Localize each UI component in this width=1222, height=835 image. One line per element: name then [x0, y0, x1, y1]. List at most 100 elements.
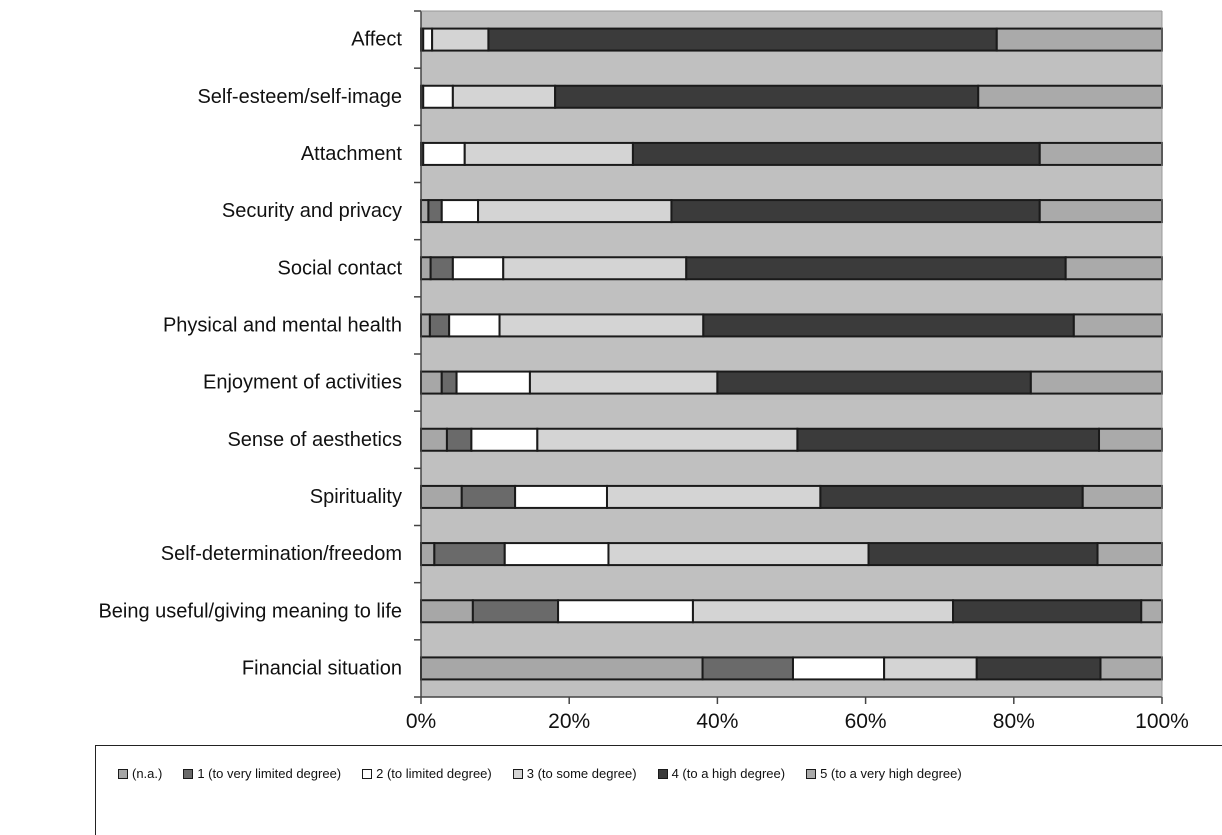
axes	[414, 10, 1163, 704]
plot-area	[421, 11, 1162, 697]
bar-segment	[451, 256, 505, 281]
legend-item: 1 (to very limited degree)	[183, 766, 341, 781]
legend-swatch	[118, 768, 128, 779]
bar-segment	[1072, 313, 1164, 338]
category-label: Social contact	[277, 257, 402, 279]
bar-row	[420, 599, 1163, 624]
bar-row	[420, 256, 1164, 281]
category-labels: Affect Self-esteem/self-image Attachment Se…	[98, 29, 402, 680]
bar-segment	[1064, 256, 1164, 281]
bar-segment	[460, 484, 517, 509]
legend-item: 3 (to some degree)	[512, 766, 637, 781]
legend-label: 2 (to limited degree)	[376, 766, 492, 781]
bar-segment	[528, 370, 719, 395]
category-label: Self-esteem/self-image	[197, 86, 402, 108]
bar-segment	[605, 484, 822, 509]
bar-segment	[975, 656, 1102, 681]
bar-segment	[428, 313, 451, 338]
category-label: Attachment	[301, 143, 403, 165]
bar-segment	[796, 427, 1101, 452]
bar-segment	[791, 656, 886, 681]
bar-segment	[440, 199, 480, 224]
x-tick-label: 60%	[845, 710, 887, 733]
bar-segment	[427, 199, 443, 224]
x-tick-labels: 0% 20% 40% 60% 80% 100%	[406, 710, 1189, 733]
legend-label: 1 (to very limited degree)	[197, 766, 342, 781]
x-tick-label: 0%	[406, 710, 436, 733]
bar-row	[420, 484, 1164, 509]
bar-segment	[477, 199, 673, 224]
bar-segment	[557, 599, 694, 624]
bar-segment	[1081, 484, 1164, 509]
bar-segment	[448, 313, 501, 338]
bar-segment	[536, 427, 799, 452]
x-tick-label: 40%	[696, 710, 738, 733]
legend-item: 2 (to limited degree)	[362, 766, 492, 781]
bar-groups	[420, 27, 1164, 681]
bar-segment	[1098, 427, 1164, 452]
x-tick-label: 80%	[993, 710, 1035, 733]
category-label: Physical and mental health	[163, 314, 402, 336]
bar-segment	[433, 542, 506, 567]
bar-segment	[670, 199, 1041, 224]
category-label: Security and privacy	[222, 200, 402, 222]
legend-swatch	[806, 768, 817, 779]
bar-segment	[463, 141, 634, 166]
legend-item: 4 (to a high degree)	[657, 766, 786, 781]
bar-segment	[451, 84, 557, 109]
bar-segment	[1038, 199, 1163, 224]
bar-row	[420, 656, 1163, 681]
bar-segment	[819, 484, 1084, 509]
bar-row	[420, 199, 1163, 224]
bar-segment	[1099, 656, 1163, 681]
bar-segment	[716, 370, 1032, 395]
legend-label: 4 (to a high degree)	[671, 766, 786, 781]
x-tick-label: 20%	[548, 710, 590, 733]
bar-segment	[503, 542, 610, 567]
legend-swatch	[362, 768, 373, 779]
bar-segment	[554, 84, 980, 109]
bar-segment	[420, 484, 463, 509]
bar-segment	[422, 27, 434, 52]
bar-segment	[607, 542, 870, 567]
legend: (n.a.) 1 (to very limited degree) 2 (to li…	[95, 745, 1222, 835]
bar-segment	[431, 27, 490, 52]
category-label: Self-determination/freedom	[161, 543, 402, 565]
bar-row	[420, 370, 1164, 395]
bar-segment	[685, 256, 1067, 281]
bar-segment	[691, 599, 955, 624]
x-tick-label: 100%	[1135, 710, 1189, 733]
bar-segment	[702, 313, 1075, 338]
category-label: Affect	[351, 29, 402, 51]
bar-segment	[952, 599, 1143, 624]
bar-segment	[420, 599, 474, 624]
bar-segment	[445, 427, 473, 452]
legend-item: (n.a.)	[118, 766, 162, 781]
bar-segment	[701, 656, 794, 681]
legend-swatch	[512, 768, 523, 779]
legend-label: 3 (to some degree)	[526, 766, 637, 781]
legend-label: (n.a.)	[132, 766, 163, 781]
legend-items: (n.a.) 1 (to very limited degree) 2 (to li…	[118, 766, 962, 781]
legend-item: 5 (to a very high degree)	[806, 766, 962, 781]
bar-segment	[995, 27, 1164, 52]
bar-segment	[867, 542, 1099, 567]
bar-segment	[455, 370, 531, 395]
bar-segment	[440, 370, 458, 395]
bar-segment	[420, 427, 448, 452]
bar-row	[420, 542, 1163, 567]
bar-segment	[631, 141, 1041, 166]
bar-segment	[422, 141, 466, 166]
bar-segment	[1140, 599, 1163, 624]
bar-segment	[420, 199, 430, 224]
bar-segment	[420, 313, 431, 338]
bar-segment	[977, 84, 1163, 109]
bar-segment	[429, 256, 454, 281]
bar-segment	[470, 427, 539, 452]
bar-segment	[1029, 370, 1164, 395]
bar-segment	[502, 256, 688, 281]
bar-row	[420, 84, 1163, 109]
category-label: Sense of aesthetics	[227, 429, 402, 451]
bar-row	[420, 313, 1164, 338]
bar-row	[420, 427, 1164, 452]
